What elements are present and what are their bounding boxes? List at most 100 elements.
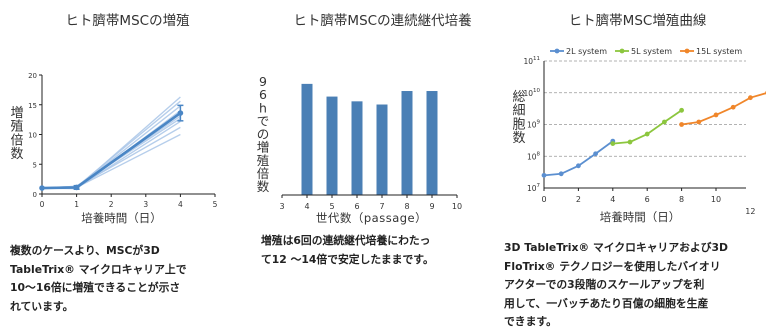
data-point (662, 119, 667, 125)
data-point (696, 119, 702, 125)
svg-text:6: 6 (259, 87, 267, 102)
bar (376, 104, 388, 195)
panel-title: ヒト臍帯MSCの連続継代培養 (293, 13, 472, 29)
mean-line (41, 112, 182, 190)
panel-title: ヒト臍帯MSC増殖曲線 (568, 13, 707, 29)
y-tick-label: 15 (28, 102, 37, 110)
data-point (593, 151, 598, 157)
y-tick-label: 1010 (523, 88, 540, 98)
x-tick-label: 6 (645, 195, 650, 204)
data-point (541, 172, 547, 178)
svg-text:胞: 胞 (512, 117, 525, 132)
x-tick-label: 5 (213, 200, 218, 209)
x-tick-label: 8 (404, 202, 409, 211)
x-tick-label: 1 (74, 200, 79, 209)
data-point (558, 171, 564, 177)
bar (401, 91, 413, 195)
x-axis-label: 世代数（passage） (316, 211, 427, 225)
y-tick-label: 10 (28, 132, 37, 140)
svg-text:倍: 倍 (10, 133, 23, 148)
series-line (543, 140, 614, 177)
svg-text:殖: 殖 (257, 153, 270, 168)
x-tick-label: 12 (745, 207, 755, 216)
bar (426, 91, 438, 195)
svg-text:9: 9 (259, 74, 267, 89)
y-tick-label: 108 (527, 151, 541, 161)
svg-text:細: 細 (512, 104, 525, 119)
x-tick-label: 2 (109, 200, 114, 209)
y-tick-label: 5 (33, 161, 37, 169)
bar (351, 101, 363, 195)
x-tick-label: 5 (329, 202, 334, 211)
x-axis-label: 培養時間（日） (81, 211, 162, 225)
x-tick-label: 10 (711, 195, 721, 204)
svg-text:数: 数 (10, 147, 23, 162)
x-tick-label: 4 (178, 200, 183, 209)
panel-title: ヒト臍帯MSCの増殖 (65, 13, 190, 29)
svg-text:増: 増 (10, 106, 23, 121)
svg-text:倍: 倍 (257, 166, 270, 181)
svg-text:総: 総 (512, 90, 525, 105)
x-tick-label: 3 (279, 202, 284, 211)
panel-description: 増殖は6回の連続継代培養にわたっ て12 ～14倍で安定したままです。 (261, 234, 434, 266)
x-tick-label: 4 (610, 195, 615, 204)
panel-proliferation: ヒト臍帯MSCの増殖 0 1 2 3 4 5 0 5 10 15 20 培養時間（日） 増殖倍数 複数の… (0, 0, 255, 336)
bar (301, 83, 313, 195)
data-point (73, 184, 80, 191)
panel-growth-curve: ヒト臍帯MSC増殖曲線 2L system 5L system 15L system… (504, 0, 766, 336)
data-point (576, 163, 581, 169)
svg-text:増: 増 (257, 140, 270, 155)
x-axis-label: 培養時間（日） (600, 210, 681, 224)
legend-label: 5L system (631, 47, 672, 56)
legend-label: 2L system (566, 47, 607, 56)
data-point (713, 112, 719, 118)
x-tick-label: 0 (40, 200, 45, 209)
x-tick-label: 4 (304, 202, 309, 211)
data-point (627, 139, 633, 145)
x-tick-label: 6 (354, 202, 359, 211)
case-line (42, 96, 181, 189)
y-tick-label: 109 (527, 120, 541, 130)
svg-text:で: で (257, 113, 270, 128)
x-tick-label: 8 (679, 195, 684, 204)
svg-text:h: h (259, 100, 267, 115)
x-tick-label: 7 (379, 202, 384, 211)
data-point (748, 95, 753, 101)
y-tick-label: 0 (33, 191, 37, 199)
data-point (644, 131, 650, 137)
data-point (679, 107, 684, 113)
bar (326, 96, 338, 195)
svg-text:数: 数 (257, 179, 270, 194)
x-tick-label: 2 (576, 195, 581, 204)
data-point (610, 141, 616, 147)
data-point (679, 122, 684, 127)
svg-text:の: の (257, 127, 270, 142)
x-tick-label: 3 (143, 200, 148, 209)
chart-growth-curve: 2L system 5L system 15L system107108109101… (512, 47, 766, 224)
data-point (39, 185, 45, 191)
y-tick-label: 107 (527, 183, 541, 193)
svg-text:殖: 殖 (10, 119, 23, 135)
legend-label: 15L system (696, 47, 742, 56)
panel-passage: ヒト臍帯MSCの連続継代培養 3 4 5 6 7 8 9 10 世代数（passage） 9 6 h で… (255, 0, 510, 336)
legend-marker (619, 48, 625, 54)
panel-description: 複数のケースより、MSCが3D TableTrix® マイクロキャリア上で 10… (10, 244, 187, 313)
panel-description: 3D TableTrix® マイクロキャリアおよび3D FloTrix® テクノ… (504, 241, 728, 328)
svg-text:数: 数 (512, 131, 525, 146)
series-line (612, 109, 683, 145)
y-tick-label: 20 (28, 72, 37, 80)
legend-marker (554, 48, 560, 54)
series-line (681, 92, 766, 126)
x-tick-label: 0 (541, 195, 546, 204)
data-point (177, 110, 184, 116)
data-point (730, 104, 736, 110)
x-tick-label: 10 (452, 202, 462, 211)
x-tick-label: 9 (429, 202, 434, 211)
y-tick-label: 1011 (523, 56, 540, 66)
legend-marker (684, 48, 690, 54)
